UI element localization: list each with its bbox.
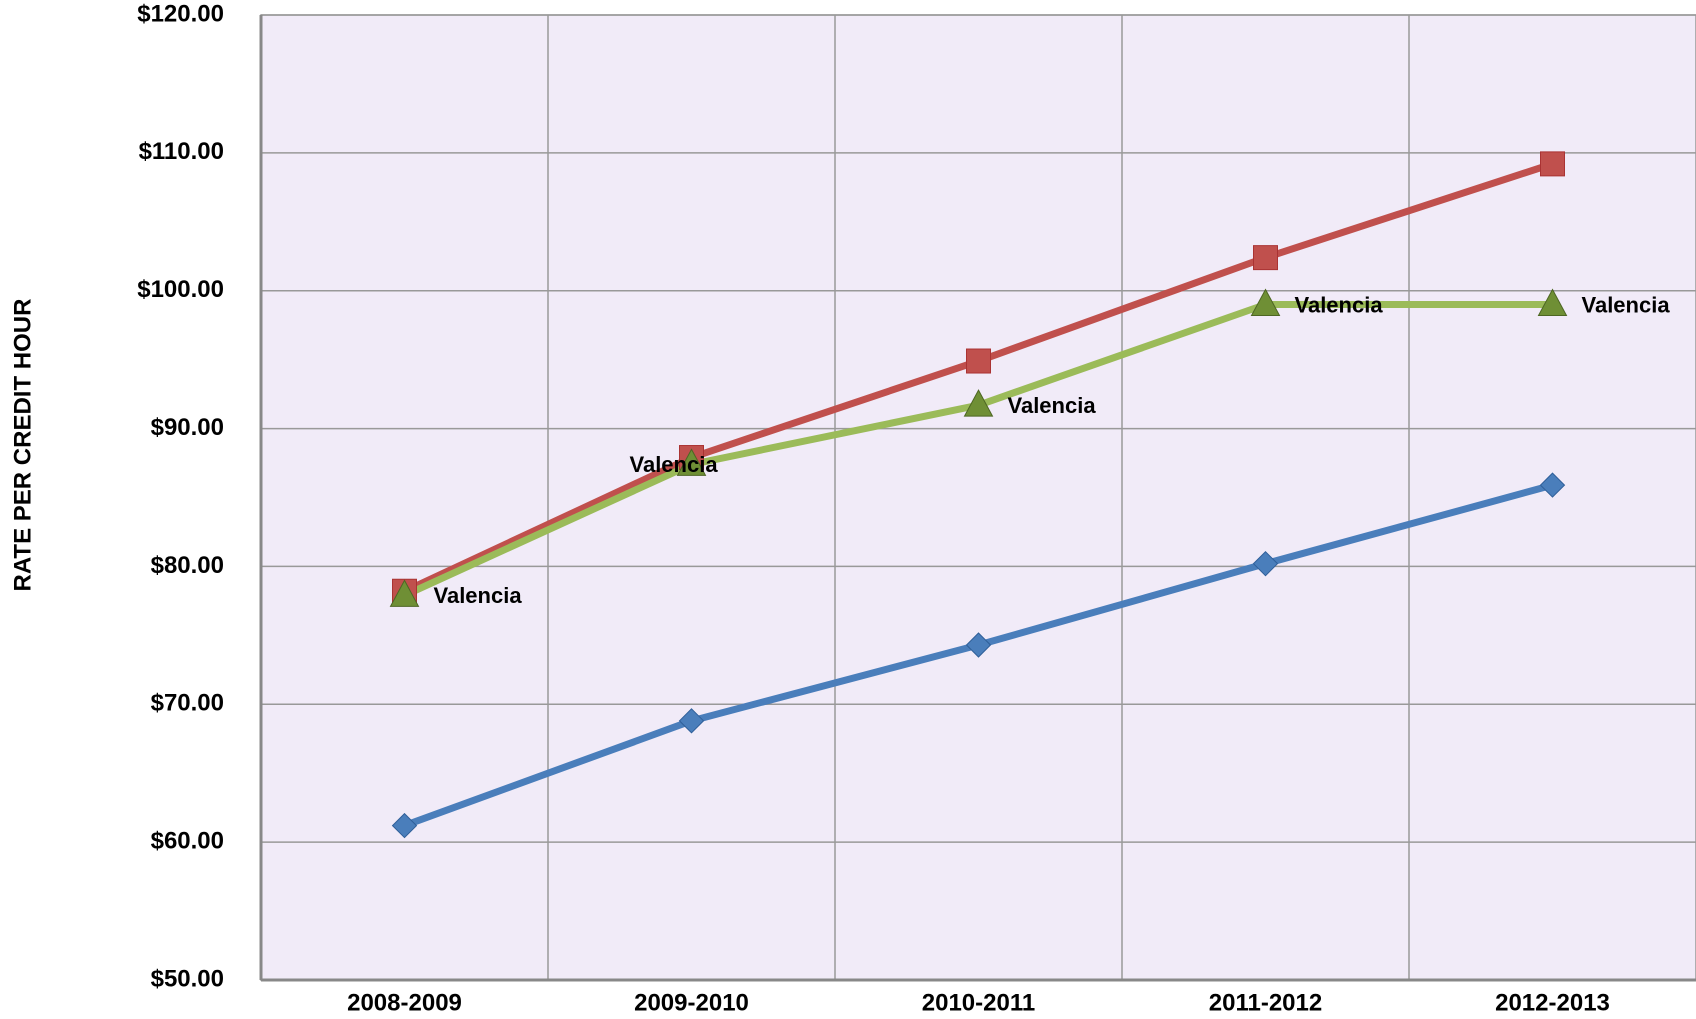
point-marker <box>966 348 991 374</box>
x-tick-label: 2011-2012 <box>1209 989 1322 1016</box>
y-axis-title: RATE PER CREDIT HOUR <box>9 299 36 592</box>
point-marker <box>1537 288 1568 316</box>
x-tick-label: 2010-2011 <box>922 989 1035 1016</box>
data-label: Valencia <box>434 583 523 608</box>
point-marker <box>963 389 994 417</box>
y-tick-label: $90.00 <box>151 414 224 441</box>
x-tick-label: 2008-2009 <box>347 989 462 1016</box>
y-tick-label: $80.00 <box>151 552 224 579</box>
point-marker <box>391 812 418 839</box>
data-label: Valencia <box>630 452 719 477</box>
y-tick-label: $110.00 <box>139 138 224 165</box>
y-tick-label: $70.00 <box>151 690 224 717</box>
y-tick-label: $120.00 <box>137 0 224 27</box>
y-tick-label: $50.00 <box>151 965 224 992</box>
y-tick-label: $100.00 <box>137 276 224 303</box>
data-label: Valencia <box>1008 393 1097 418</box>
point-marker <box>389 579 420 607</box>
x-tick-label: 2012-2013 <box>1495 989 1610 1016</box>
data-label: Valencia <box>1582 292 1671 317</box>
point-marker <box>1250 288 1281 316</box>
point-marker <box>676 448 707 476</box>
point-marker <box>1539 472 1566 498</box>
x-tick-label: 2009-2010 <box>634 989 749 1016</box>
plot-area <box>260 14 1696 981</box>
point-marker <box>965 632 992 658</box>
point-marker <box>1253 245 1278 271</box>
point-marker <box>1252 550 1279 577</box>
y-tick-label: $60.00 <box>151 827 224 854</box>
point-marker <box>678 708 705 734</box>
data-label: Valencia <box>1295 292 1384 317</box>
point-marker <box>1540 151 1565 177</box>
